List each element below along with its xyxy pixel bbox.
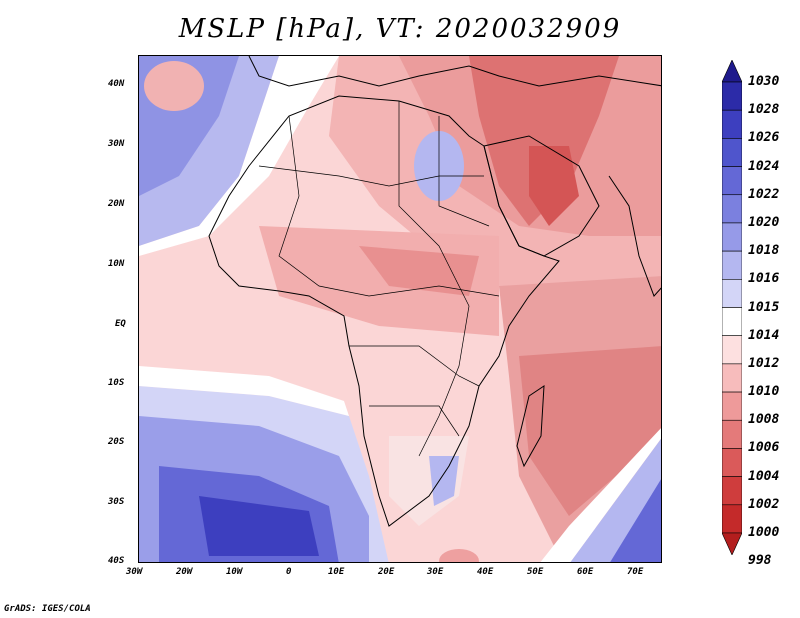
colorbar-level-label: 1026 (748, 130, 780, 146)
colorbar-swatch (722, 307, 742, 336)
colorbar (722, 60, 742, 555)
lon-label: 30W (126, 567, 143, 577)
lon-label: 20E (378, 567, 395, 577)
colorbar-level-label: 1030 (748, 74, 780, 89)
colorbar-swatch (722, 109, 742, 139)
lat-label: 10N (108, 259, 125, 269)
colorbar-level-label: 1006 (748, 440, 780, 456)
colorbar-level-label: 1020 (748, 214, 780, 230)
colorbar-swatch (722, 194, 742, 224)
colorbar-swatch (722, 222, 742, 252)
pressure-map (138, 55, 662, 563)
lat-label: 20N (108, 199, 125, 209)
colorbar-level-label: 1012 (748, 355, 780, 371)
lon-label: 0 (286, 567, 292, 577)
colorbar-level-label: 1008 (748, 412, 780, 428)
colorbar-swatch (722, 419, 742, 449)
colorbar-level-label: 1014 (748, 327, 780, 343)
colorbar-swatch (722, 504, 742, 534)
lon-label: 40E (477, 567, 494, 577)
lon-label: 10E (328, 567, 345, 577)
credit-text: GrADS: IGES/COLA (4, 604, 91, 614)
colorbar-level-label: 998 (748, 553, 772, 569)
colorbar-level-label: 1022 (748, 186, 780, 202)
colorbar-swatch (722, 391, 742, 421)
colorbar-level-label: 1000 (748, 525, 780, 540)
lon-label: 30E (427, 567, 444, 577)
colorbar-level-label: 1002 (748, 496, 780, 512)
lat-label: 10S (108, 378, 125, 388)
lat-label: 30N (108, 139, 125, 149)
lon-label: 70E (627, 567, 644, 577)
colorbar-level-label: 1016 (748, 271, 780, 287)
colorbar-swatch (722, 81, 742, 111)
colorbar-swatch (722, 335, 742, 365)
map-title: MSLP [hPa], VT: 2020032909 (178, 14, 622, 44)
lon-label: 50E (527, 567, 544, 577)
lon-label: 10W (226, 567, 243, 577)
lat-label: EQ (115, 319, 126, 329)
lon-label: 20W (176, 567, 193, 577)
lat-label: 40S (108, 556, 125, 566)
colorbar-swatch (722, 476, 742, 506)
lat-label: 20S (108, 437, 125, 447)
lat-label: 30S (108, 497, 125, 507)
mslp-field (139, 56, 661, 562)
colorbar-swatch (722, 448, 742, 477)
colorbar-level-label: 1028 (748, 102, 780, 118)
colorbar-bottom-arrow (722, 532, 742, 555)
colorbar-level-label: 1024 (748, 158, 780, 174)
colorbar-level-label: 1015 (748, 299, 780, 315)
colorbar-swatch (722, 166, 742, 196)
colorbar-swatch (722, 138, 742, 167)
colorbar-swatch (722, 250, 742, 280)
colorbar-swatch (722, 363, 742, 393)
lat-label: 40N (108, 79, 125, 89)
colorbar-level-label: 1010 (748, 384, 780, 400)
colorbar-top-arrow (722, 60, 742, 83)
lon-label: 60E (577, 567, 594, 577)
colorbar-swatch (722, 279, 742, 308)
colorbar-level-label: 1004 (748, 468, 780, 484)
colorbar-level-label: 1018 (748, 243, 780, 259)
